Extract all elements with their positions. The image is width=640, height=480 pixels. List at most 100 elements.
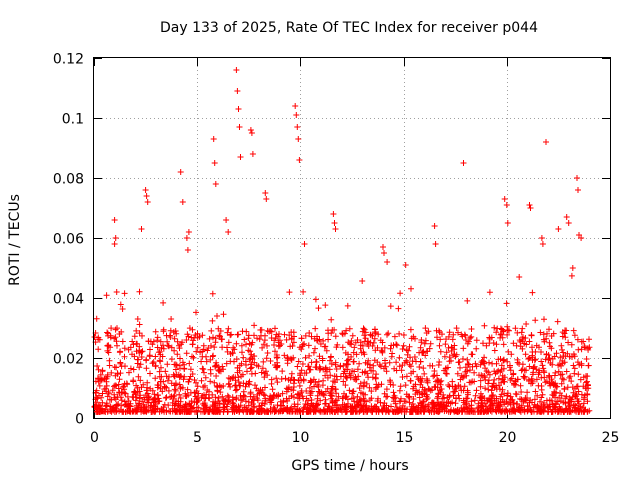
- data-point: [346, 370, 353, 377]
- data-point: [168, 380, 175, 387]
- data-point: [381, 250, 387, 256]
- data-point: [391, 333, 398, 340]
- data-point: [162, 383, 168, 390]
- data-point: [122, 390, 129, 397]
- data-point: [472, 360, 479, 367]
- data-point: [557, 372, 564, 378]
- data-point: [331, 379, 338, 386]
- data-point: [260, 341, 267, 348]
- data-point: [541, 374, 548, 381]
- data-point: [208, 342, 214, 349]
- data-point: [467, 408, 474, 415]
- data-point: [280, 408, 287, 414]
- data-point: [456, 359, 463, 365]
- data-point: [360, 408, 367, 415]
- data-point: [261, 392, 268, 399]
- data-point: [203, 353, 209, 360]
- data-point: [349, 332, 356, 339]
- data-point: [213, 373, 220, 379]
- data-point: [420, 348, 427, 355]
- data-point: [259, 365, 266, 372]
- data-point: [544, 330, 550, 337]
- data-point: [520, 398, 527, 405]
- data-point: [396, 354, 403, 361]
- data-point: [214, 313, 220, 319]
- data-point: [434, 378, 441, 385]
- data-point: [385, 330, 392, 337]
- data-point: [177, 169, 184, 175]
- data-point: [147, 370, 153, 377]
- data-point: [494, 369, 500, 375]
- data-point: [272, 325, 278, 332]
- data-point: [396, 398, 403, 405]
- data-point: [504, 400, 511, 407]
- data-point: [174, 351, 181, 358]
- data-point: [408, 285, 414, 292]
- data-point: [419, 399, 426, 406]
- data-point: [407, 363, 414, 370]
- data-point: [117, 348, 124, 355]
- data-point: [260, 358, 267, 365]
- data-point: [553, 389, 559, 396]
- data-point: [268, 399, 275, 406]
- data-point: [344, 366, 351, 373]
- data-point: [214, 388, 221, 395]
- data-point: [380, 244, 386, 250]
- data-point: [269, 386, 276, 393]
- data-point: [362, 329, 369, 336]
- data-point: [387, 345, 394, 352]
- data-point: [464, 297, 471, 304]
- data-point: [117, 394, 124, 401]
- data-point: [104, 393, 111, 400]
- data-point: [211, 379, 218, 386]
- data-point: [138, 354, 145, 360]
- data-point: [190, 354, 197, 361]
- data-point: [137, 377, 144, 384]
- data-point: [445, 333, 452, 340]
- data-point: [365, 357, 372, 364]
- data-point: [538, 349, 544, 355]
- data-point: [186, 376, 193, 383]
- data-point: [95, 366, 102, 373]
- data-point: [281, 352, 288, 359]
- data-point: [503, 202, 510, 208]
- data-point: [220, 383, 227, 389]
- data-point: [102, 375, 108, 382]
- data-point: [188, 408, 195, 415]
- data-point: [403, 408, 410, 415]
- data-point: [325, 327, 331, 334]
- data-point: [321, 392, 328, 399]
- data-point: [499, 396, 506, 403]
- data-point: [359, 278, 366, 284]
- data-point: [309, 402, 316, 409]
- data-point: [461, 383, 468, 390]
- data-point: [328, 385, 335, 392]
- data-point: [439, 331, 445, 338]
- data-point: [473, 337, 480, 344]
- data-point: [201, 394, 208, 401]
- data-point: [366, 384, 373, 391]
- data-point: [568, 272, 575, 279]
- data-point: [135, 356, 142, 363]
- data-point: [519, 345, 526, 352]
- data-point: [249, 408, 256, 415]
- data-point: [397, 383, 404, 390]
- data-point: [558, 380, 565, 387]
- y-tick-label: 0.04: [53, 292, 84, 308]
- data-point: [216, 332, 223, 339]
- data-point: [556, 361, 563, 368]
- data-point: [365, 343, 372, 349]
- data-point: [253, 385, 260, 392]
- data-point: [571, 370, 578, 377]
- data-point: [274, 379, 281, 386]
- data-point: [184, 386, 191, 393]
- data-point: [210, 403, 217, 410]
- data-point: [480, 340, 486, 347]
- data-point: [574, 396, 581, 402]
- data-point: [219, 393, 226, 400]
- data-point: [97, 371, 104, 378]
- data-point: [499, 334, 506, 341]
- data-point: [121, 389, 128, 396]
- data-point: [533, 376, 540, 383]
- data-point: [559, 346, 565, 353]
